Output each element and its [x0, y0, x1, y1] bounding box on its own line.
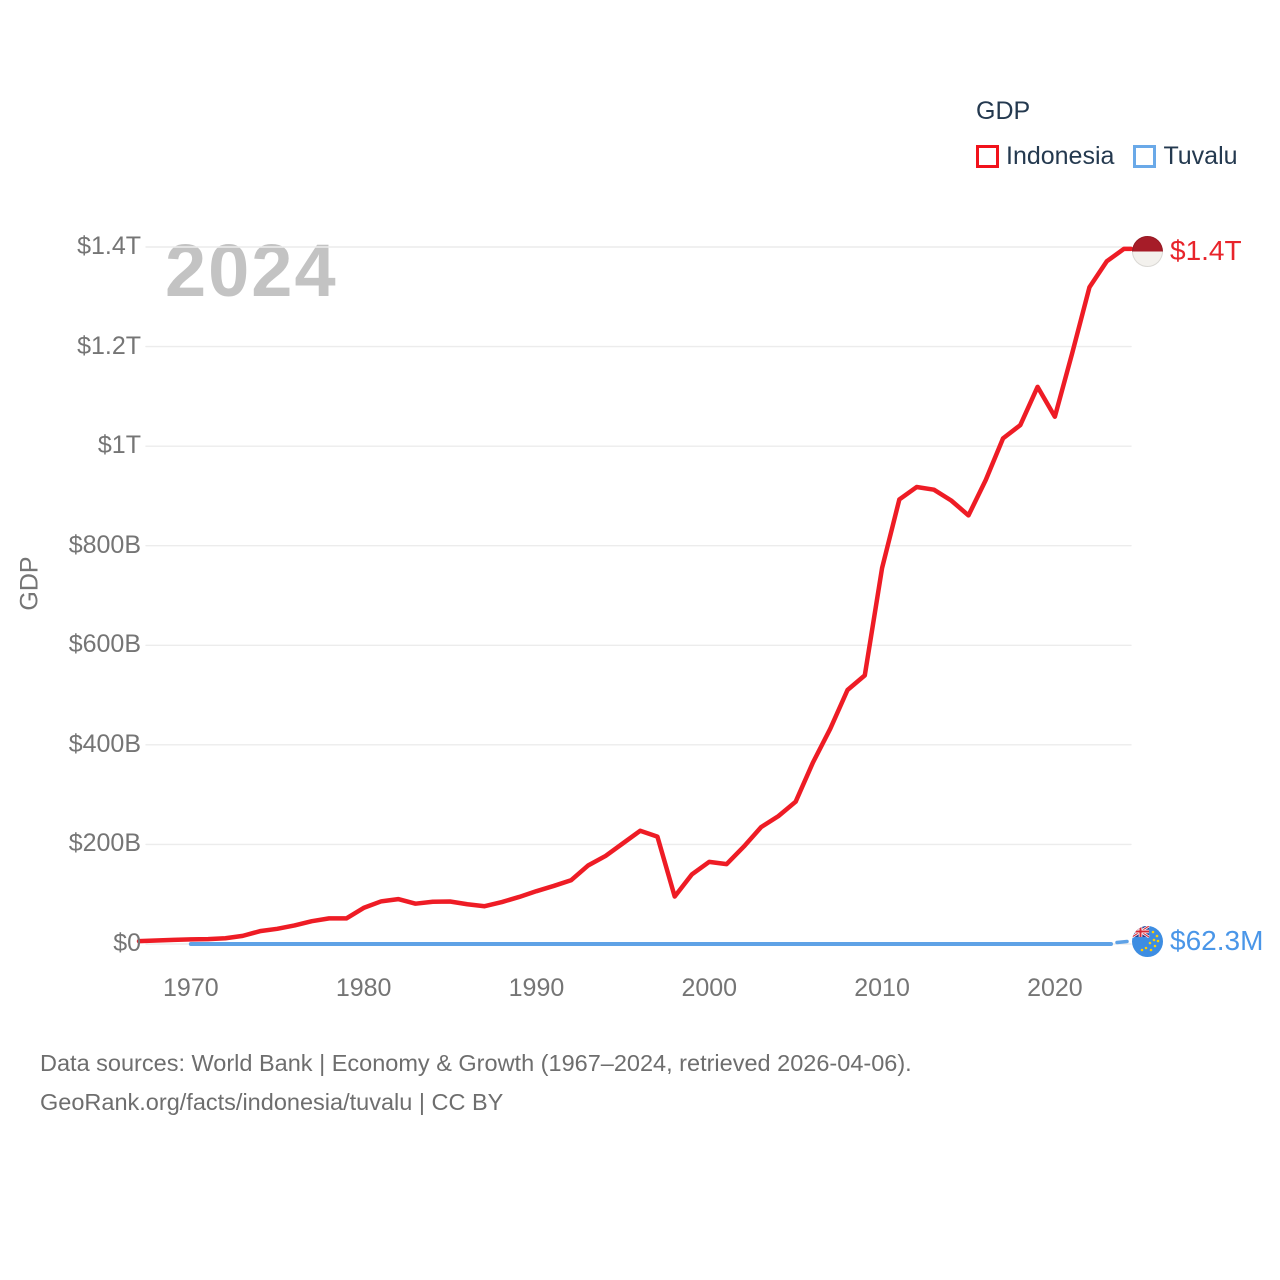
y-tick-label: $1.2T [77, 331, 141, 360]
legend-item-label: Indonesia [1006, 142, 1115, 170]
x-tick-label: 2010 [854, 974, 910, 1002]
plot-area[interactable] [0, 0, 1280, 1030]
x-tick-label: 2020 [1027, 974, 1083, 1002]
y-tick-label: $400B [68, 729, 141, 758]
indonesia-end-value: $1.4T [1170, 235, 1242, 266]
indonesia-line[interactable] [136, 246, 1134, 944]
footer-link-line: GeoRank.org/facts/indonesia/tuvalu | CC … [40, 1089, 504, 1115]
footer-sources-line: Data sources: World Bank | Economy & Gro… [40, 1050, 912, 1076]
legend-title: GDP [976, 97, 1031, 125]
y-tick-label: $200B [68, 829, 141, 858]
x-tick-label: 1970 [163, 974, 219, 1002]
tuvalu-swatch-icon [1133, 145, 1157, 168]
x-tick-label: 2000 [681, 974, 738, 1002]
y-tick-label: $0 [113, 929, 141, 957]
legend: GDP Indonesia Tuvalu [976, 97, 1238, 171]
indonesia-flag-icon [1132, 235, 1163, 267]
y-tick-label: $600B [68, 630, 141, 659]
legend-item-label: Tuvalu [1163, 142, 1238, 170]
indonesia-end-label: $1.4T [1132, 235, 1242, 267]
tuvalu-end-label: $62.3M [1132, 925, 1263, 957]
tuvalu-label-connector [1115, 939, 1129, 945]
legend-row: Indonesia Tuvalu [976, 142, 1238, 171]
x-tick-label: 1980 [335, 974, 392, 1002]
tuvalu-flag-icon [1132, 925, 1163, 957]
footer: Data sources: World Bank | Economy & Gro… [40, 1044, 912, 1122]
indonesia-swatch-icon [976, 145, 999, 168]
legend-item-indonesia[interactable]: Indonesia [976, 142, 1114, 171]
y-tick-label: $1T [97, 431, 141, 460]
tuvalu-end-value: $62.3M [1170, 925, 1264, 956]
legend-item-tuvalu[interactable]: Tuvalu [1133, 142, 1238, 171]
y-tick-label: $1.4T [77, 232, 141, 260]
y-tick-label: $800B [68, 530, 141, 559]
year-watermark: 2024 [165, 229, 338, 312]
x-tick-label: 1990 [508, 974, 565, 1002]
